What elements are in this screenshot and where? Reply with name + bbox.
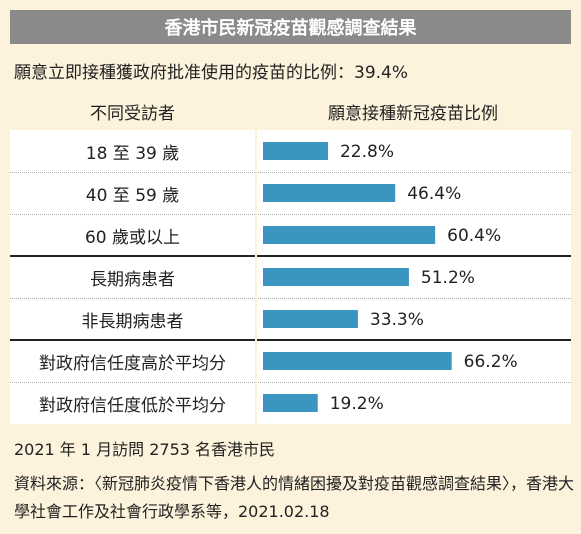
bar-value-label-4: 33.3% bbox=[370, 310, 424, 330]
column-divider bbox=[255, 130, 257, 424]
table-header: 不同受訪者 願意接種新冠疫苗比例 bbox=[10, 92, 571, 130]
source-note: 資料來源：〈新冠肺炎疫情下香港人的情緒困擾及對疫苗觀感調查結果〉，香港大學社會工… bbox=[14, 474, 575, 521]
row-label-chronic-patients: 長期病患者 bbox=[90, 269, 175, 290]
row-divider bbox=[10, 298, 571, 299]
bar-4 bbox=[263, 310, 358, 328]
row-label-trust-low: 對政府信任度低於平均分 bbox=[39, 395, 226, 416]
header-willingness: 願意接種新冠疫苗比例 bbox=[328, 103, 498, 124]
group-divider bbox=[10, 255, 571, 257]
bar-6 bbox=[263, 394, 318, 412]
row-label-age-60-plus: 60 歲或以上 bbox=[84, 227, 181, 248]
bar-value-label-1: 46.4% bbox=[407, 184, 461, 204]
bar-3 bbox=[263, 268, 409, 286]
row-divider bbox=[10, 172, 571, 173]
bar-value-label-5: 66.2% bbox=[464, 352, 518, 372]
group-divider bbox=[10, 339, 571, 341]
bar-value-label-6: 19.2% bbox=[330, 394, 384, 414]
row-label-non-chronic: 非長期病患者 bbox=[81, 311, 184, 332]
bar-chart: 22.8% 46.4% 60.4% 51.2% 33.3% 66.2% 19.2% bbox=[263, 142, 518, 414]
bar-2 bbox=[263, 226, 436, 244]
bar-0 bbox=[263, 142, 328, 160]
bar-value-label-3: 51.2% bbox=[421, 268, 475, 288]
bar-value-label-2: 60.4% bbox=[447, 226, 501, 246]
row-divider bbox=[10, 382, 571, 383]
bar-1 bbox=[263, 184, 396, 202]
row-label-trust-high: 對政府信任度高於平均分 bbox=[39, 353, 226, 374]
bar-5 bbox=[263, 352, 452, 370]
results-table: 不同受訪者 願意接種新冠疫苗比例 18 至 39 歲 40 至 59 歲 60 … bbox=[10, 92, 571, 424]
row-label-age-40-59: 40 至 59 歲 bbox=[85, 185, 180, 206]
row-label-age-18-39: 18 至 39 歲 bbox=[85, 143, 180, 164]
survey-note: 2021 年 1 月訪問 2753 名香港市民 bbox=[14, 440, 276, 459]
header-respondents: 不同受訪者 bbox=[90, 103, 175, 124]
bar-value-label-0: 22.8% bbox=[340, 142, 394, 162]
overall-rate-subtitle: 願意立即接種獲政府批准使用的疫苗的比例：39.4% bbox=[14, 63, 409, 83]
row-divider bbox=[10, 214, 571, 215]
chart-title: 香港市民新冠疫苗觀感調查結果 bbox=[10, 10, 571, 44]
